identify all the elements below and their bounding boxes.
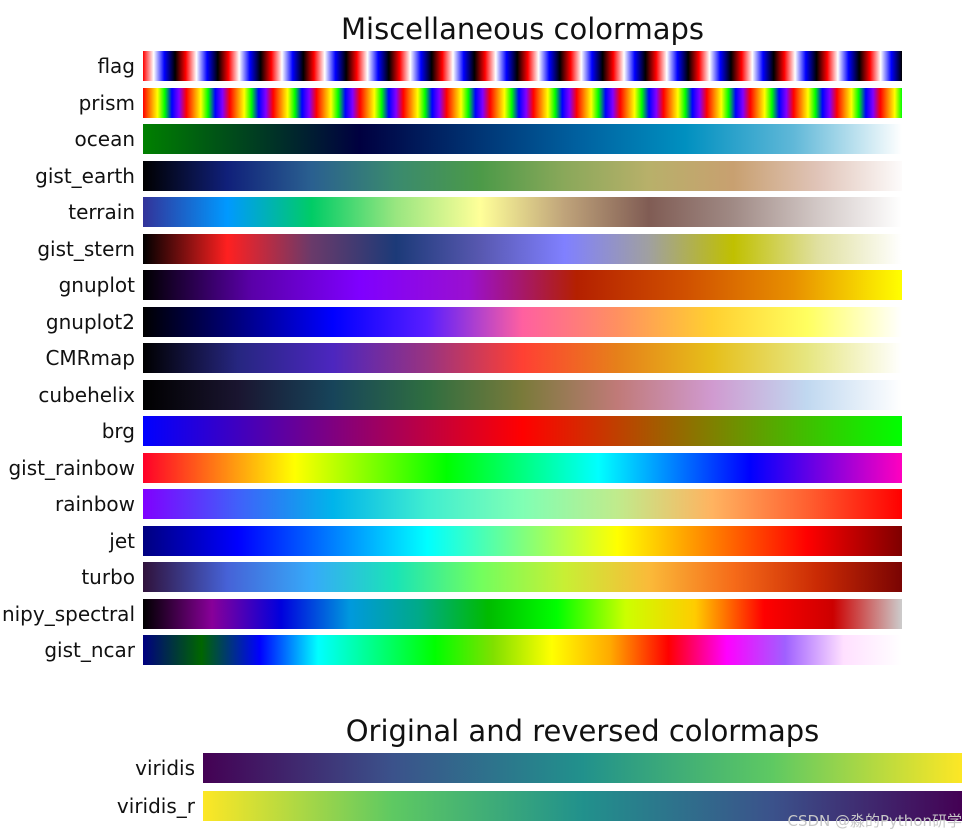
colormap-bar-gnuplot — [143, 270, 902, 300]
colormap-bar-gist-stern — [143, 233, 902, 264]
colormap-label-flag: flag — [97, 54, 135, 78]
colormap-label-jet: jet — [109, 528, 135, 553]
colormap-label-gist-earth: gist_earth — [35, 163, 135, 188]
colormap-bar-gist-ncar — [143, 635, 902, 665]
colormap-bar-rainbow — [143, 489, 902, 519]
colormap-label-prism: prism — [78, 90, 135, 115]
colormap-bar-terrain — [143, 197, 902, 227]
chart-title-original-reversed: Original and reversed colormaps — [345, 714, 820, 748]
colormap-bar-turbo — [143, 562, 902, 592]
colormap-label-gist-stern: gist_stern — [37, 236, 135, 261]
colormap-label-terrain: terrain — [68, 200, 135, 224]
colormap-bar-cubehelix — [143, 379, 902, 410]
colormap-bar-viridis — [203, 753, 962, 783]
colormap-label-gist-rainbow: gist_rainbow — [8, 455, 135, 480]
colormap-bar-gist-rainbow — [143, 452, 902, 483]
colormap-bar-prism — [143, 87, 902, 118]
colormap-label-turbo: turbo — [81, 565, 135, 589]
colormap-label-viridis-r: viridis_r — [116, 794, 195, 818]
colormap-label-nipy-spectral: nipy_spectral — [1, 601, 135, 626]
colormap-label-gnuplot2: gnuplot2 — [45, 309, 135, 334]
colormap-label-viridis: viridis — [135, 756, 195, 780]
colormap-label-rainbow: rainbow — [55, 492, 135, 516]
watermark: CSDN @淼的Python研学 — [787, 812, 962, 830]
colormap-bar-gnuplot2 — [143, 306, 902, 337]
colormap-label-gnuplot: gnuplot — [58, 273, 135, 297]
colormap-label-cubehelix: cubehelix — [38, 382, 135, 407]
colormap-label-gist-ncar: gist_ncar — [44, 638, 135, 662]
colormap-bar-cmrmap — [143, 343, 902, 373]
colormap-bar-ocean — [143, 124, 902, 154]
colormap-bar-brg — [143, 416, 902, 446]
colormap-bar-jet — [143, 525, 902, 556]
colormap-label-ocean: ocean — [74, 127, 135, 151]
colormap-label-cmrmap: CMRmap — [45, 346, 135, 370]
colormap-label-brg: brg — [101, 419, 135, 443]
colormap-bar-flag — [143, 51, 902, 81]
chart-title-misc: Miscellaneous colormaps — [341, 12, 704, 46]
colormap-bar-gist-earth — [143, 160, 902, 191]
colormap-bar-nipy-spectral — [143, 598, 902, 629]
colormap-bar-viridis-r — [203, 791, 962, 821]
